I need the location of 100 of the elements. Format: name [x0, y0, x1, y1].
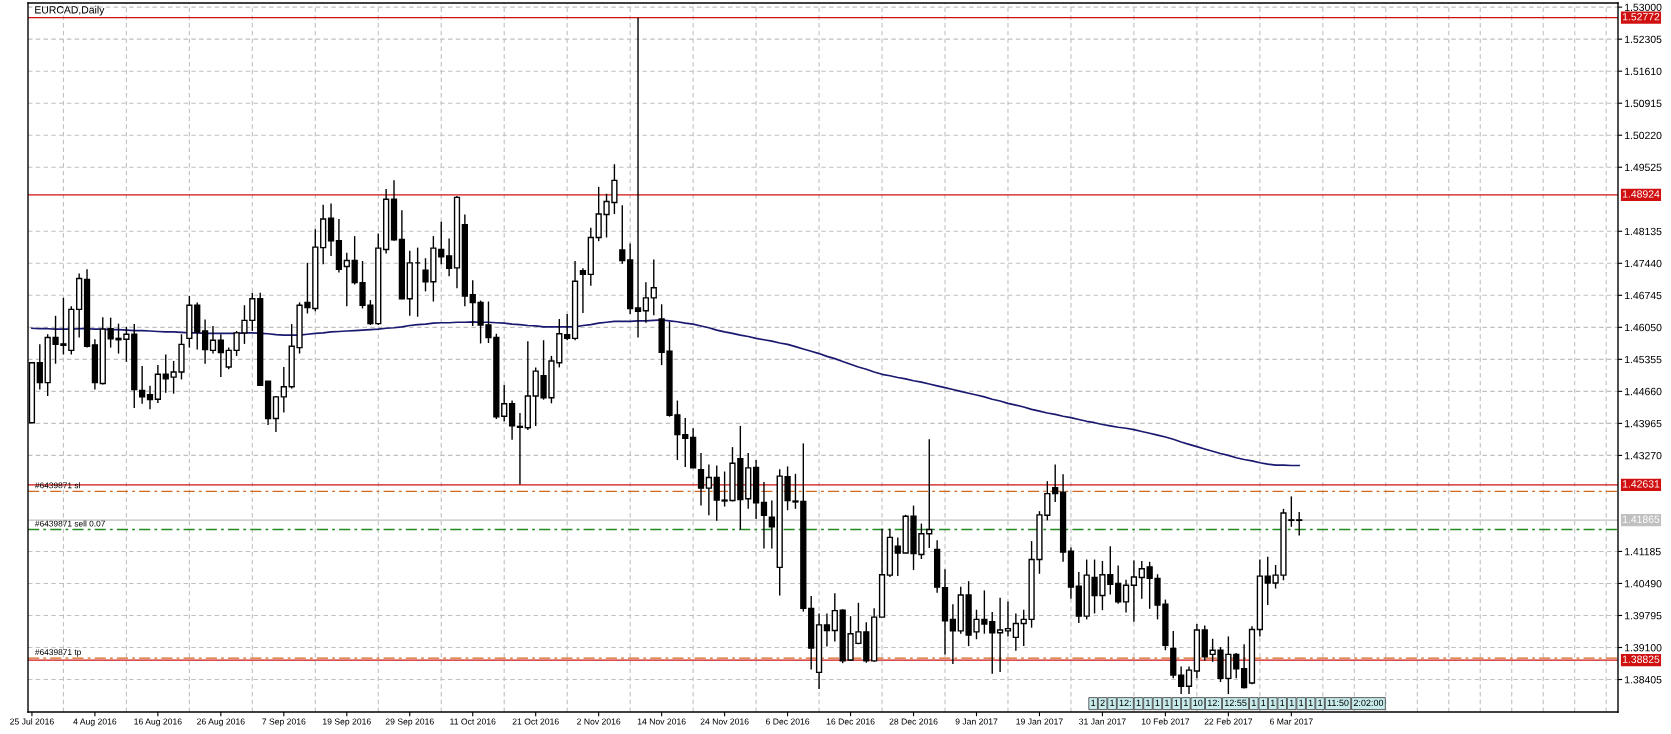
chart-title: EURCAD,Daily	[35, 5, 105, 16]
candlestick	[146, 385, 154, 411]
text: 1	[1318, 699, 1323, 706]
candlestick	[831, 592, 838, 643]
y-tick-label: 1.40490	[1625, 579, 1662, 588]
y-tick-label: 1.44660	[1625, 387, 1662, 396]
ref-line-label: 1.41865	[1622, 515, 1660, 523]
y-tick-label: 1.49525	[1625, 163, 1662, 172]
annotation: 1	[1155, 699, 1160, 706]
x-tick-label: 11 Oct 2016	[450, 718, 496, 725]
x-tick-label: 22 Feb 2017	[1204, 718, 1253, 725]
x-tick-label: 19 Sep 2016	[323, 718, 371, 727]
x-tick-label: 25 Jul 2016	[10, 718, 54, 725]
candlestick	[201, 318, 209, 365]
candlestick	[1185, 665, 1193, 695]
annotation: 12:	[1207, 699, 1220, 706]
y-tick-label: 1.48135	[1625, 227, 1662, 236]
x-tick-label: 21 Oct 2016	[512, 718, 559, 725]
y-tick-label: 1.52305	[1625, 35, 1662, 44]
y-tick-label: 1.43965	[1625, 419, 1662, 428]
y-tick-label: 1.39100	[1625, 644, 1662, 652]
x-tick-label: 4 Aug 2016	[73, 718, 117, 727]
y-tick-label: 1.53000	[1625, 3, 1662, 12]
annotation: 1	[1299, 699, 1304, 706]
x-tick-label: 16 Aug 2016	[134, 718, 182, 727]
candlestick	[1178, 665, 1185, 695]
candlestick	[760, 481, 768, 550]
annotation: 12:55	[1224, 699, 1247, 707]
x-tick-label: 24 Nov 2016	[700, 718, 749, 725]
candlestick	[138, 365, 146, 405]
candlestick	[619, 204, 626, 265]
candlestick	[501, 384, 508, 423]
candlestick	[894, 536, 901, 577]
ref-line-label: #6439871 tp	[34, 649, 81, 657]
x-tick-label: 6 Dec 2016	[766, 718, 810, 725]
ref-line-label: #6439871 sell 0.07	[34, 520, 105, 527]
annotation: 12:	[1119, 699, 1131, 706]
candlestick	[705, 463, 713, 516]
ref-line-label: 1.42631	[1622, 480, 1660, 488]
candlestick	[996, 597, 1004, 673]
candlestick	[217, 333, 224, 378]
candlestick	[36, 343, 43, 391]
ref-line-label: 1.48924	[1622, 190, 1660, 198]
x-tick-label: 9 Jan 2017	[955, 718, 998, 725]
line-series	[31, 319, 1301, 467]
annotation: 1	[1252, 699, 1256, 706]
x-tick-label: 7 Sep 2016	[262, 718, 306, 727]
x-tick-label: 31 Jan 2017	[1079, 718, 1126, 725]
candlestick	[1240, 643, 1248, 690]
candlestick	[564, 313, 571, 341]
candlestick	[508, 399, 516, 441]
y-tick-label: 1.38405	[1625, 676, 1662, 684]
candlestick	[768, 499, 775, 550]
x-tick-label: 19 Jan 2017	[1016, 718, 1063, 725]
x-tick-label: 14 Nov 2016	[637, 718, 686, 725]
y-tick-label: 1.41185	[1625, 547, 1661, 556]
annotation: 1	[1091, 699, 1096, 706]
y-tick-label: 1.39795	[1625, 611, 1662, 620]
candlestick	[1052, 463, 1059, 503]
candlestick	[1122, 579, 1130, 614]
candlestick	[634, 17, 642, 339]
annotation: 10	[1193, 699, 1203, 707]
x-tick-label: 28 Dec 2016	[889, 718, 938, 725]
candlestick	[1130, 559, 1138, 623]
candlestick	[650, 258, 657, 317]
x-tick-label: 29 Sep 2016	[385, 718, 434, 727]
x-tick-label: 26 Aug 2016	[197, 718, 245, 727]
candlestick	[272, 395, 280, 433]
ref-line-label: #6439871 sl	[34, 482, 80, 489]
candlestick	[823, 612, 831, 648]
y-tick-label: 1.46050	[1625, 323, 1662, 332]
candlestick	[343, 251, 350, 307]
y-tick-label: 1.45355	[1625, 355, 1662, 364]
candlestick	[579, 267, 587, 314]
candlestick	[1296, 511, 1303, 537]
text: 1	[1308, 699, 1313, 706]
candlestick	[949, 603, 957, 665]
candlestick	[280, 366, 287, 414]
candlestick	[697, 452, 705, 507]
annotation: 1	[1146, 699, 1151, 706]
candlestick	[642, 281, 650, 324]
candlestick	[445, 237, 453, 277]
y-tick-label: 1.51610	[1625, 67, 1662, 76]
annotation: 1	[1289, 699, 1294, 706]
ref-line-label: 1.52772	[1622, 13, 1660, 21]
text: 2:02:00	[1353, 699, 1384, 707]
candlestick	[1115, 564, 1122, 605]
candlestick	[989, 611, 996, 675]
candlestick	[1004, 600, 1012, 638]
annotation: 1	[1280, 699, 1285, 706]
annotation: 1	[1174, 699, 1179, 706]
annotation: 1	[1165, 699, 1169, 706]
annotation: 2	[1100, 699, 1105, 706]
ref-line-label: 1.38825	[1622, 655, 1660, 663]
y-tick-label: 1.50220	[1625, 131, 1662, 140]
annotation: 1	[1184, 699, 1188, 706]
x-tick-label: 16 Dec 2016	[826, 718, 875, 725]
candlestick	[1138, 560, 1145, 600]
candlestick	[327, 202, 335, 257]
annotation: 1	[1261, 699, 1266, 706]
